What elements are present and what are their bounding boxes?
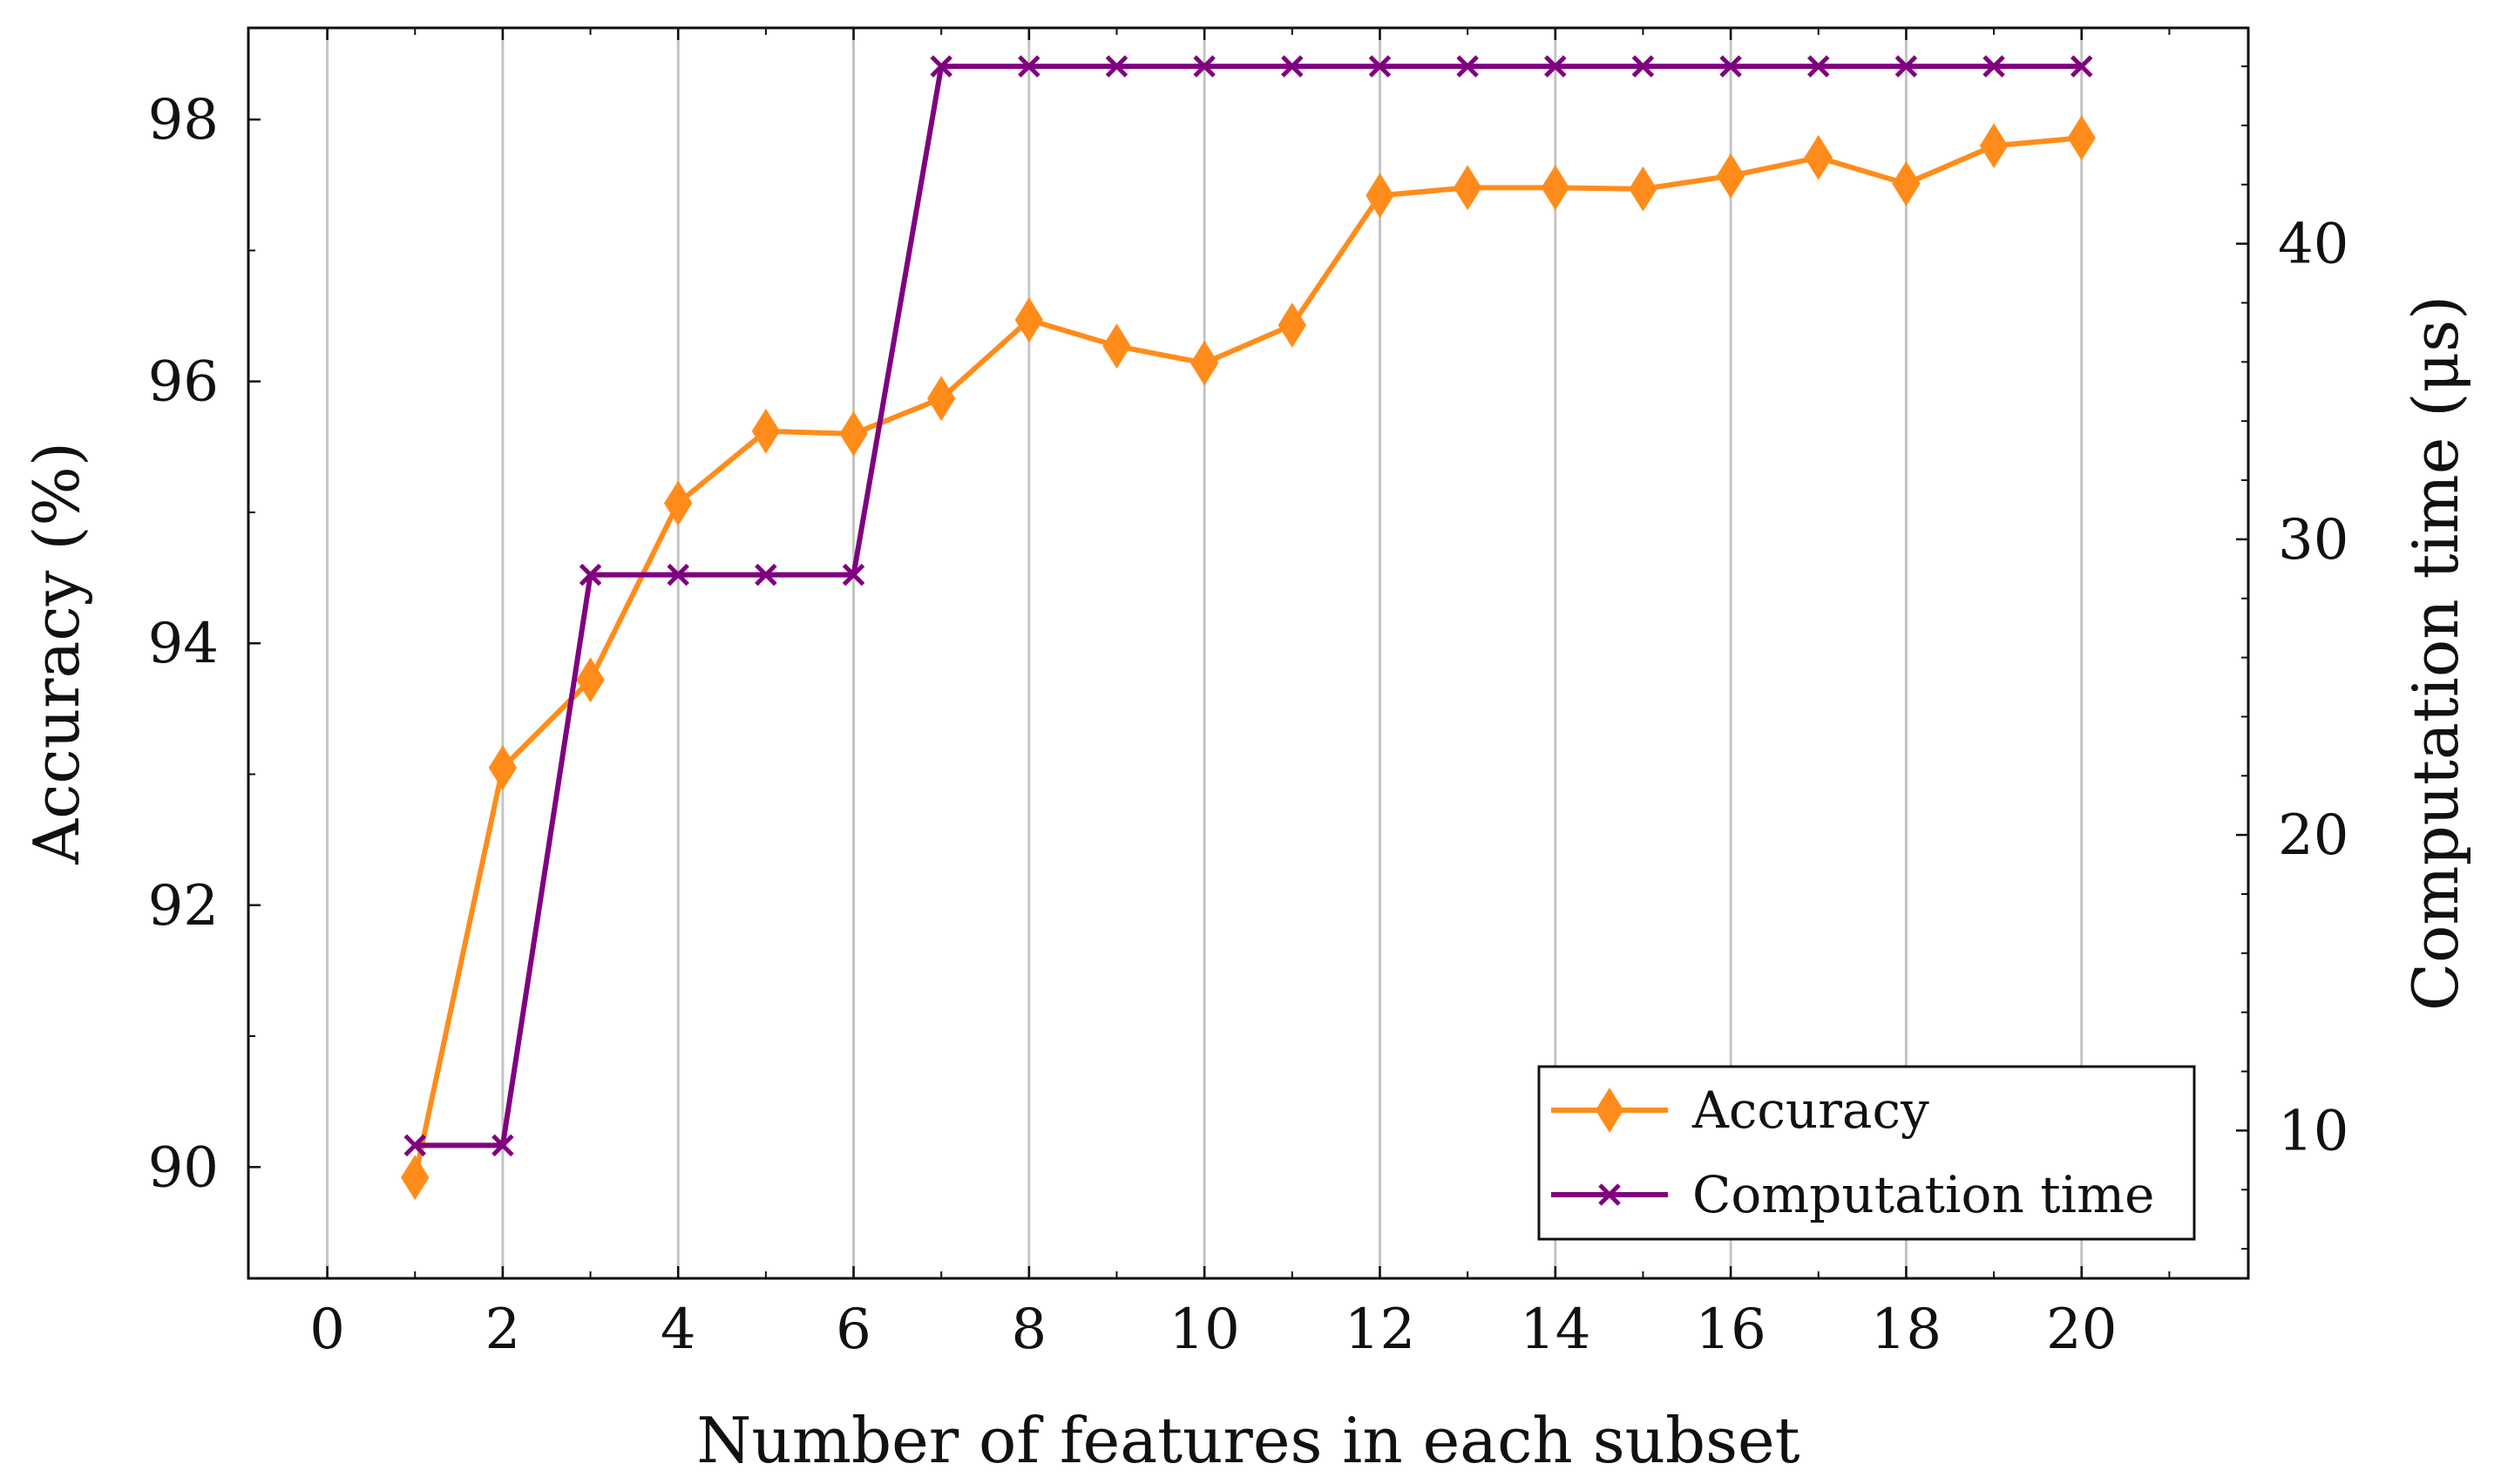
x-tick-label: 20 — [2046, 1298, 2117, 1362]
series-point — [1894, 55, 1918, 78]
legend-items: Accuracy Computation time — [1551, 1081, 2154, 1224]
series-point — [1189, 340, 1219, 386]
x-tick-label: 16 — [1695, 1298, 1765, 1362]
series-point — [1807, 55, 1830, 78]
series-point — [839, 410, 868, 457]
legend-marker — [1598, 1183, 1621, 1206]
series-point — [1719, 55, 1742, 78]
series-line — [412, 135, 2083, 1178]
axis-ticks: 0 2 4 6 8 10 12 14 16 18 20 90 92 94 96 98 10 20 30 40 — [148, 28, 2348, 1362]
x-tick-label: 12 — [1345, 1298, 1415, 1362]
legend-label: Accuracy — [1691, 1081, 1929, 1140]
x-tick-label: 18 — [1871, 1298, 1942, 1362]
x-tick-label: 4 — [661, 1298, 696, 1362]
series-line — [415, 64, 2082, 1149]
series-point — [403, 1134, 427, 1157]
series-point — [2070, 55, 2093, 78]
x-tick-label: 10 — [1169, 1298, 1239, 1362]
series-point — [1281, 55, 1304, 78]
series-point — [1368, 55, 1392, 78]
x-tick-label: 6 — [836, 1298, 871, 1362]
legend-item: Accuracy — [1551, 1081, 1929, 1140]
series-point — [1277, 302, 1307, 348]
series-point — [927, 376, 956, 422]
series-point — [1366, 173, 1394, 219]
y-tick-label: 92 — [148, 874, 219, 939]
series-point — [1453, 165, 1482, 211]
series-0 — [401, 115, 2096, 1201]
series-point — [491, 1134, 514, 1157]
series-point — [2067, 115, 2096, 161]
y2-tick-label: 10 — [2278, 1099, 2348, 1163]
y-tick-label: 96 — [148, 350, 219, 415]
series-point — [1018, 55, 1040, 78]
y2-tick-label: 40 — [2278, 213, 2348, 277]
x-tick-label: 2 — [485, 1298, 521, 1362]
series-point — [1541, 165, 1569, 211]
series-point — [576, 657, 605, 703]
series-point — [1892, 160, 1921, 207]
series-point — [1629, 166, 1657, 212]
x-tick-label: 8 — [1011, 1298, 1047, 1362]
series-point — [664, 480, 693, 526]
series-point — [579, 563, 602, 586]
series-point — [488, 745, 518, 790]
y-axis-title: Accuracy (%) — [20, 442, 93, 865]
series-point — [842, 563, 865, 586]
legend-box — [1537, 1065, 2196, 1241]
y2-axis-title: Computation time (μs) — [2399, 295, 2472, 1011]
series-point — [401, 1155, 430, 1201]
series-layer — [401, 55, 2096, 1201]
series-point — [1193, 55, 1216, 78]
series-point — [1014, 297, 1044, 342]
series-point — [667, 563, 689, 586]
plot-frame — [247, 26, 2250, 1280]
x-tick-label: 14 — [1520, 1298, 1590, 1362]
y2-tick-label: 20 — [2278, 803, 2348, 868]
series-point — [1804, 134, 1833, 180]
series-point — [1982, 55, 2005, 78]
series-point — [1102, 323, 1131, 369]
legend-marker — [1595, 1088, 1624, 1133]
y-tick-label: 90 — [148, 1135, 219, 1200]
series-point — [1979, 123, 2009, 169]
series-point — [1105, 55, 1128, 78]
series-point — [751, 408, 781, 454]
y-tick-label: 98 — [148, 88, 219, 152]
series-1 — [403, 55, 2093, 1157]
series-point — [1631, 55, 1655, 78]
y2-tick-label: 30 — [2278, 508, 2348, 573]
legend-label: Computation time — [1692, 1165, 2154, 1224]
series-point — [755, 563, 777, 586]
y-tick-label: 94 — [148, 612, 219, 676]
series-point — [930, 55, 952, 78]
series-point — [1716, 152, 1745, 199]
series-point — [1544, 55, 1567, 78]
series-point — [1456, 55, 1479, 78]
x-tick-label: 0 — [309, 1298, 345, 1362]
x-axis-title: Number of features in each subset — [696, 1404, 1799, 1477]
legend-item: Computation time — [1551, 1165, 2154, 1224]
legend: Accuracy Computation time — [1537, 1065, 2196, 1241]
